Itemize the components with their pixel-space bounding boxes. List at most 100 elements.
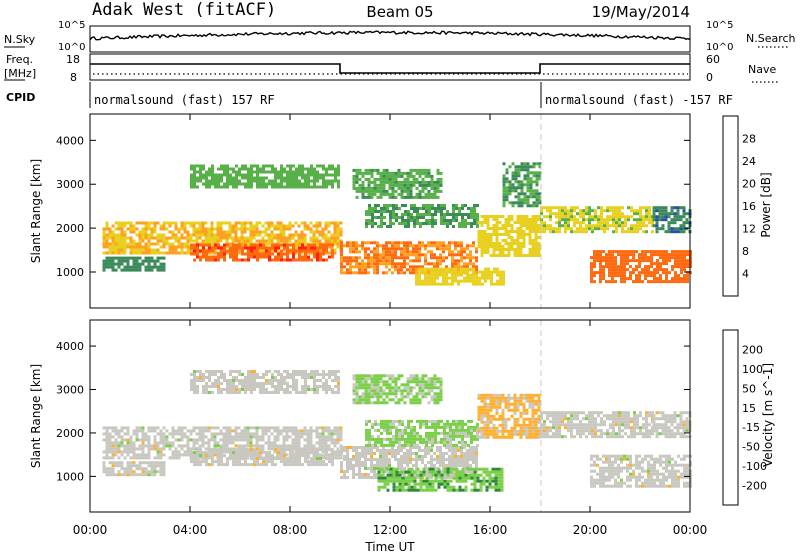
power-cell-0 [114, 251, 118, 255]
power-cell-6 [370, 171, 374, 175]
velocity-cell-4 [349, 467, 352, 470]
power-cell-8 [507, 233, 511, 236]
power-cell-4 [400, 265, 403, 269]
power-cell-2 [117, 256, 121, 260]
velocity-cell-0 [129, 444, 133, 448]
velocity-cell-0 [261, 438, 265, 442]
power-cell-5 [440, 204, 443, 207]
power-cell-2 [114, 262, 118, 266]
power-cell-5 [413, 219, 416, 222]
power-cell-0 [147, 239, 151, 243]
power-cell-8 [492, 227, 496, 230]
velocity-cell-5 [374, 443, 377, 447]
power-cell-5 [425, 207, 428, 210]
power-cell-3 [241, 164, 244, 168]
power-cell-4 [358, 256, 361, 260]
power-cell-4 [388, 256, 391, 260]
velocity-cell-1 [325, 448, 328, 452]
power-cell-0 [267, 224, 271, 228]
velocity-cell-3 [298, 373, 301, 376]
power-cell-2 [156, 265, 160, 269]
velocity-cell-0 [258, 426, 262, 430]
power-cell-7 [487, 267, 490, 271]
power-cell-7 [475, 273, 478, 277]
power-cell-8 [495, 227, 499, 230]
power-cell-8 [498, 248, 502, 251]
velocity-cell-3 [238, 391, 241, 394]
power-cell-11 [623, 262, 626, 266]
power-cell-4 [400, 241, 403, 245]
power-cell-8 [516, 242, 520, 245]
velocity-cell-5 [374, 422, 377, 426]
power-cell-0 [264, 227, 268, 231]
velocity-cell-1 [208, 451, 211, 455]
power-cell-10 [585, 206, 588, 210]
power-cell-8 [504, 233, 508, 236]
power-cell-2 [159, 262, 163, 266]
velocity-cell-3 [298, 370, 301, 373]
velocity-cell-0 [120, 441, 124, 445]
power-cell-11 [611, 253, 614, 257]
power-cell-4 [406, 256, 409, 260]
velocity-cell-0 [129, 447, 133, 451]
power-cell-7 [427, 282, 430, 286]
power-cell-5 [380, 216, 383, 219]
power-cell-3 [334, 179, 337, 183]
power-cell-3 [307, 176, 310, 180]
power-cell-3 [190, 173, 193, 177]
power-cell-6 [376, 168, 380, 172]
power-cell-1 [196, 252, 199, 256]
power-cell-11 [623, 274, 626, 278]
velocity-cell-3 [262, 373, 265, 376]
power-cell-1 [262, 243, 265, 247]
power-cell-3 [328, 167, 331, 171]
velocity-cell-3 [247, 385, 250, 388]
power-cell-6 [355, 189, 359, 193]
velocity-cell-3 [259, 385, 262, 388]
power-cell-4 [457, 265, 460, 269]
power-cell-3 [250, 179, 253, 183]
power-cell-4 [406, 250, 409, 254]
power-cell-4 [343, 265, 346, 269]
power-cell-6 [352, 174, 356, 178]
power-cell-2 [135, 259, 139, 263]
power-cell-4 [403, 244, 406, 248]
power-cell-7 [451, 282, 454, 286]
velocity-cell-4 [361, 473, 364, 476]
velocity-cell-3 [199, 376, 202, 379]
power-cell-8 [525, 224, 529, 227]
power-cell-4 [406, 268, 409, 272]
power-cell-3 [226, 176, 229, 180]
power-cell-0 [315, 221, 319, 225]
power-cell-5 [365, 219, 368, 222]
power-cell-10 [567, 227, 570, 231]
velocity-cell-0 [291, 444, 295, 448]
velocity-cell-4 [364, 449, 367, 452]
velocity-cell-3 [262, 382, 265, 385]
velocity-cell-0 [309, 438, 313, 442]
power-cell-8 [537, 254, 541, 257]
velocity-cell-1 [322, 454, 325, 458]
velocity-cell-0 [219, 429, 223, 433]
velocity-cell-0 [105, 450, 109, 454]
power-cell-0 [333, 248, 337, 252]
power-cell-4 [412, 250, 415, 254]
power-cell-10 [615, 221, 618, 225]
power-cell-0 [132, 245, 136, 249]
velocity-cell-0 [147, 447, 151, 451]
velocity-cell-3 [274, 376, 277, 379]
power-cell-11 [608, 253, 611, 257]
velocity-cell-4 [415, 455, 418, 458]
power-cell-2 [144, 265, 148, 269]
power-cell-5 [428, 222, 431, 225]
velocity-cell-0 [285, 429, 289, 433]
power-cell-5 [413, 222, 416, 225]
velocity-cell-0 [321, 432, 325, 436]
power-cell-9 [526, 189, 530, 193]
velocity-cell-0 [120, 444, 124, 448]
velocity-cell-4 [364, 467, 367, 470]
power-cell-5 [476, 213, 479, 216]
power-cell-0 [210, 227, 214, 231]
power-cell-4 [451, 259, 454, 263]
power-cell-4 [430, 244, 433, 248]
